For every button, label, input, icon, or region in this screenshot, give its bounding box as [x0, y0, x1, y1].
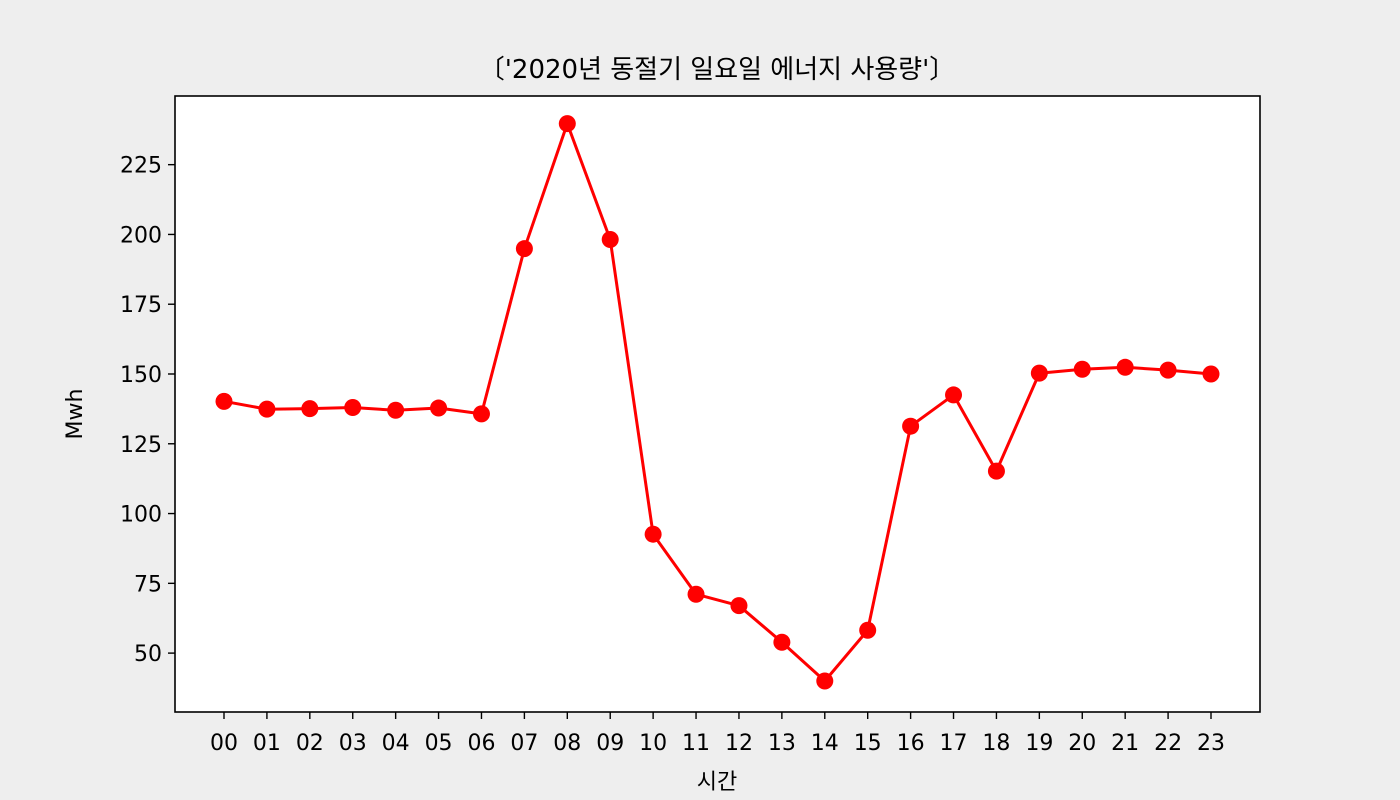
y-tick-label: 225	[120, 154, 162, 179]
x-tick-label: 14	[811, 731, 839, 756]
x-tick-label: 20	[1068, 731, 1096, 756]
data-point-marker	[515, 240, 533, 258]
y-tick-label: 125	[120, 433, 162, 458]
x-tick-label: 02	[296, 731, 324, 756]
data-point-marker	[258, 400, 276, 418]
x-tick-label: 03	[339, 731, 367, 756]
x-tick-label: 17	[940, 731, 968, 756]
plot-frame	[174, 95, 1261, 713]
data-point-marker	[987, 462, 1005, 480]
data-point-marker	[1116, 358, 1134, 376]
x-tick-label: 04	[382, 731, 410, 756]
data-point-marker	[430, 399, 448, 417]
y-tick-label: 50	[134, 642, 162, 667]
data-point-marker	[730, 597, 748, 615]
x-tick-label: 16	[897, 731, 925, 756]
data-point-marker	[1202, 365, 1220, 383]
y-tick-label: 200	[120, 223, 162, 248]
x-tick-label: 00	[210, 731, 238, 756]
data-point-marker	[601, 230, 619, 248]
x-axis: 00 01 02 03 04 05 06 07 08 09 10 11 12 13 14 15 16 17 18 19…	[210, 712, 1225, 756]
data-point-marker	[558, 115, 576, 133]
x-tick-label: 09	[596, 731, 624, 756]
series-markers	[215, 115, 1220, 690]
data-point-marker	[1159, 361, 1177, 379]
chart-title: 〔'2020년 동절기 일요일 에너지 사용량'〕	[479, 55, 955, 85]
y-tick-label: 75	[134, 572, 162, 597]
data-point-marker	[859, 621, 877, 639]
x-axis-label: 시간	[697, 770, 737, 795]
data-point-marker	[773, 633, 791, 651]
x-tick-label: 23	[1197, 731, 1225, 756]
data-point-marker	[945, 386, 963, 404]
x-tick-label: 06	[467, 731, 495, 756]
x-tick-label: 10	[639, 731, 667, 756]
y-axis-label: Mwh	[63, 389, 88, 440]
data-point-marker	[387, 401, 405, 419]
x-tick-label: 18	[982, 731, 1010, 756]
y-tick-label: 100	[120, 503, 162, 528]
data-point-marker	[816, 672, 834, 690]
data-point-marker	[1073, 360, 1091, 378]
x-tick-label: 11	[682, 731, 710, 756]
x-tick-label: 01	[253, 731, 281, 756]
x-tick-label: 19	[1025, 731, 1053, 756]
data-point-marker	[344, 398, 362, 416]
data-point-marker	[1030, 364, 1048, 382]
data-point-marker	[215, 392, 233, 410]
y-tick-label: 150	[120, 363, 162, 388]
data-point-marker	[301, 400, 319, 418]
x-tick-label: 21	[1111, 731, 1139, 756]
x-tick-label: 15	[854, 731, 882, 756]
data-point-marker	[687, 585, 705, 603]
plot-area	[175, 96, 1260, 712]
x-tick-label: 22	[1154, 731, 1182, 756]
data-point-marker	[472, 405, 490, 423]
x-tick-label: 08	[553, 731, 581, 756]
x-tick-label: 05	[425, 731, 453, 756]
x-tick-label: 07	[510, 731, 538, 756]
y-axis: 50 75 100 125 150 175 200 225	[120, 154, 175, 667]
x-tick-label: 13	[768, 731, 796, 756]
x-tick-label: 12	[725, 731, 753, 756]
data-point-marker	[644, 525, 662, 543]
y-tick-label: 175	[120, 293, 162, 318]
data-point-marker	[902, 417, 920, 435]
